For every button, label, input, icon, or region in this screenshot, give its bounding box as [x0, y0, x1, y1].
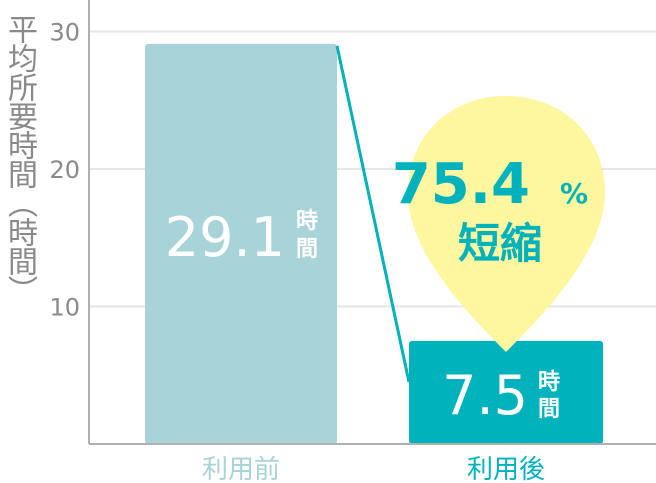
data-label-unit: 間: [296, 237, 318, 262]
x-tick-label: 利用前: [202, 455, 280, 483]
callout-text: 短縮: [458, 219, 542, 268]
callout-value: 75.4: [392, 152, 530, 217]
x-tick-label: 利用後: [467, 455, 545, 483]
callout-bubble: [407, 96, 606, 352]
y-tick-label: 10: [49, 294, 80, 322]
bar-2: [409, 340, 603, 444]
data-label-unit: 間: [538, 397, 560, 422]
data-label-value: 29.1: [165, 206, 285, 269]
data-label-unit: 時: [296, 209, 318, 234]
bar-1: [145, 43, 337, 444]
y-axis-label: 平均所要時間（時間）: [2, 14, 37, 304]
connector-line: [335, 45, 411, 383]
callout-unit: %: [560, 177, 588, 210]
y-tick-label: 30: [49, 19, 80, 47]
y-tick-label: 20: [49, 156, 80, 184]
data-label-value: 7.5: [442, 364, 528, 427]
data-label-unit: 時: [538, 370, 560, 395]
